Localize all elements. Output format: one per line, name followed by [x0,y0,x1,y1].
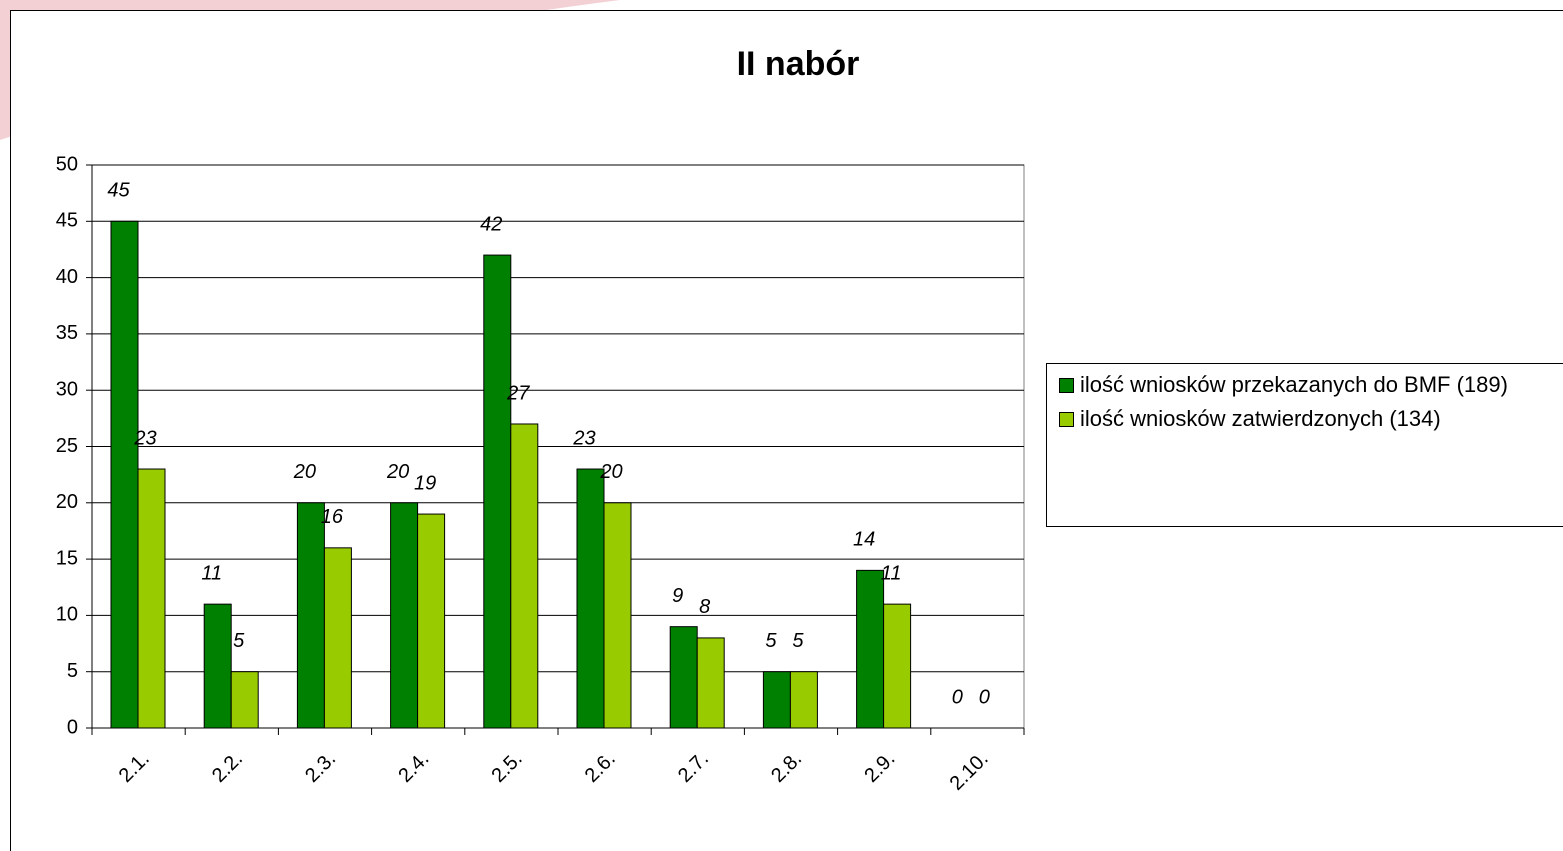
bar [856,569,885,729]
data-label: 0 [952,686,963,708]
y-tick-label: 10 [56,604,78,626]
data-label: 0 [979,686,990,708]
bar [696,637,725,729]
bar [323,547,352,729]
data-label: 9 [672,585,683,607]
data-label: 11 [881,562,902,584]
legend-label: ilość wniosków przekazanych do BMF (189) [1080,372,1508,397]
bar [417,513,446,729]
data-label: 20 [293,461,316,483]
bar [603,502,632,729]
bar [669,626,698,729]
data-label: 11 [201,562,222,584]
data-label: 23 [133,427,156,449]
bar [789,671,818,729]
bar [137,468,166,729]
data-label: 8 [699,596,710,618]
legend-item: ilość wniosków przekazanych do BMF (189) [1059,372,1563,398]
data-label: 19 [414,472,436,494]
legend: ilość wniosków przekazanych do BMF (189)… [1046,363,1563,527]
chart-title: II nabór [737,45,860,83]
bar [390,502,419,729]
y-tick-label: 35 [56,322,78,344]
legend-swatch [1059,378,1074,393]
y-tick-label: 45 [56,210,78,232]
data-label: 5 [233,630,245,652]
bar [762,671,791,729]
bar [203,603,232,729]
y-tick-label: 40 [56,266,78,288]
data-label: 20 [386,461,409,483]
y-tick-label: 20 [56,491,78,513]
data-label: 20 [599,461,622,483]
data-label: 5 [765,630,777,652]
legend-item: ilość wniosków zatwierdzonych (134) [1059,406,1563,432]
bar [296,502,325,729]
bar [883,603,912,729]
bar [230,671,259,729]
data-label: 27 [506,382,530,404]
legend-swatch [1059,412,1074,427]
y-tick-label: 5 [67,660,78,682]
y-tick-label: 50 [56,153,78,175]
bar [110,220,139,729]
data-label: 5 [792,630,804,652]
y-tick-label: 30 [56,378,78,400]
y-tick-label: 15 [56,547,78,569]
data-label: 42 [480,213,502,235]
y-tick-label: 25 [56,435,78,457]
bar [510,423,539,729]
bar [483,254,512,729]
data-label: 45 [107,180,130,202]
legend-label: ilość wniosków zatwierdzonych (134) [1080,406,1441,431]
data-label: 23 [572,427,595,449]
data-label: 16 [321,506,344,528]
data-label: 14 [853,529,875,551]
bar [576,468,605,729]
y-tick-label: 0 [67,716,78,738]
